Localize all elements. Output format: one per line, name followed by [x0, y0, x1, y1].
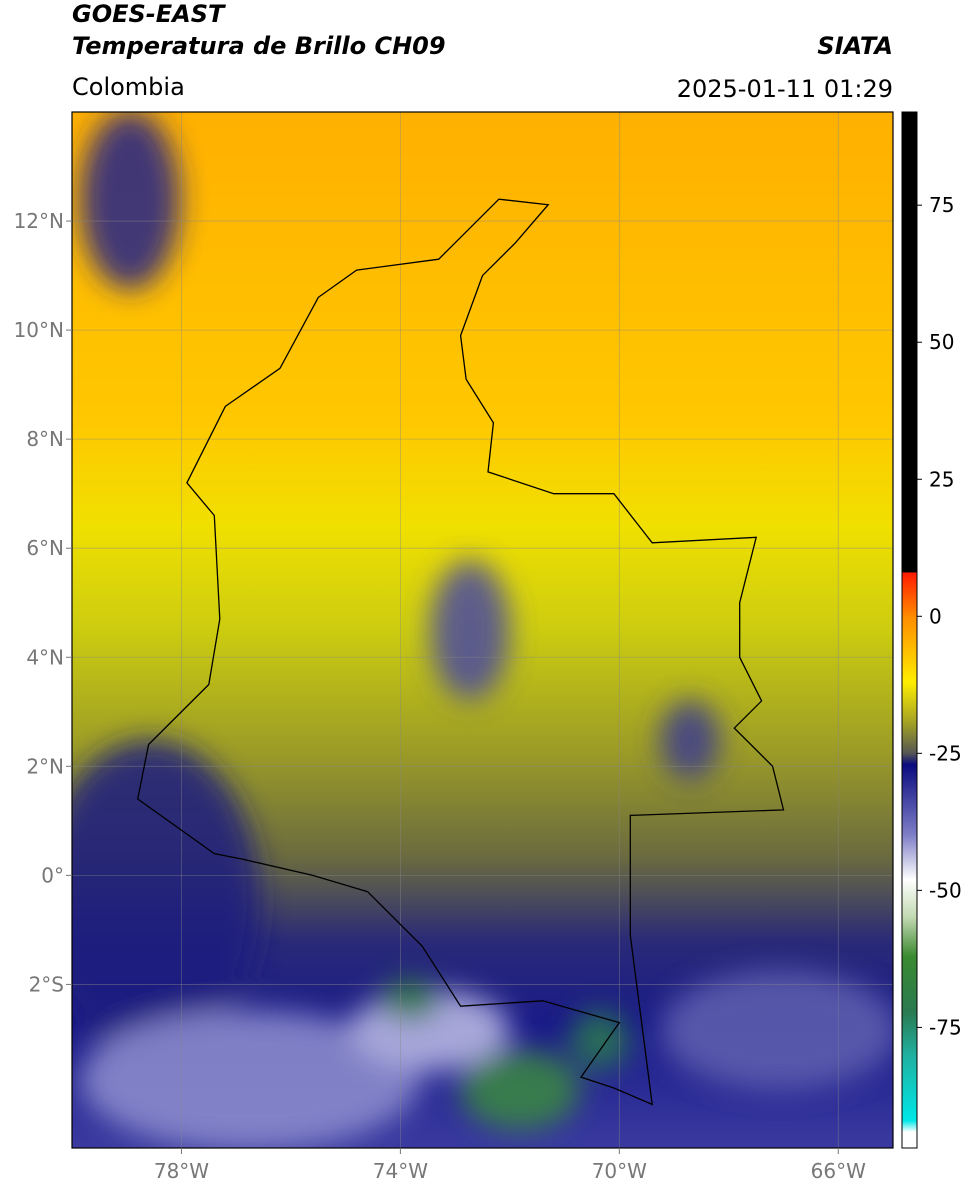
region: Colombia [72, 73, 185, 101]
y-tick-label: 4°N [26, 645, 64, 669]
country-border [136, 198, 785, 1106]
colorbar-tick-label: -50 [929, 878, 962, 902]
colorbar-segment [902, 112, 917, 573]
colorbar-tick-label: 25 [929, 467, 954, 491]
colorbar-segment [902, 753, 917, 765]
colorbar-tick-label: -25 [929, 741, 962, 765]
imagery [72, 112, 893, 1148]
y-tick-label: 12°N [14, 209, 64, 233]
colorbar-segment [902, 956, 917, 1012]
colorbar-tick-label: -75 [929, 1015, 962, 1039]
y-tick-label: 2°N [26, 754, 64, 778]
colorbar-segment [902, 682, 917, 727]
subtitle: Temperatura de Brillo CH09 [72, 32, 446, 60]
y-tick-label: 10°N [14, 318, 64, 342]
source: SIATA [817, 32, 893, 60]
title: GOES-EAST [72, 0, 226, 28]
colorbar-segment [902, 1131, 917, 1149]
colorbar-tick-label: 75 [929, 193, 954, 217]
colorbar-segment [902, 572, 917, 617]
x-tick-label: 78°W [154, 1159, 209, 1183]
colorbar-segment [902, 917, 917, 957]
x-tick-label: 66°W [811, 1159, 866, 1183]
x-tick-label: 74°W [373, 1159, 428, 1183]
y-tick-label: 8°N [26, 427, 64, 451]
y-tick-label: 2°S [29, 972, 64, 996]
datetime: 2025-01-11 01:29 [677, 75, 893, 103]
colorbar-frame [901, 111, 918, 1149]
colorbar-tick-label: 0 [929, 604, 942, 628]
colorbar-segment [902, 616, 917, 683]
colorbar-segment [902, 835, 917, 880]
x-tick-label: 70°W [592, 1159, 647, 1183]
y-tick-label: 6°N [26, 536, 64, 560]
y-tick-label: 0° [41, 863, 64, 887]
colorbar-segment [902, 1120, 917, 1133]
colorbar-tick-label: 50 [929, 330, 954, 354]
colorbar-segment [902, 1010, 917, 1056]
colorbar-segment [902, 879, 917, 919]
map-frame [71, 111, 894, 1149]
colorbar-segment [902, 764, 917, 837]
colorbar-segment [902, 1054, 917, 1122]
colorbar-segment [902, 725, 917, 754]
